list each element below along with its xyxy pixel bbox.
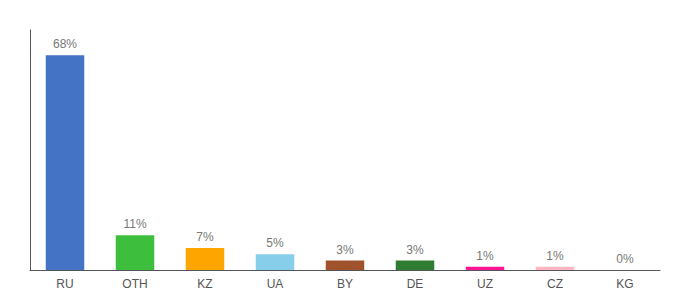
svg-text:UZ: UZ — [477, 277, 493, 291]
svg-text:11%: 11% — [123, 217, 146, 231]
svg-text:UA: UA — [267, 277, 284, 291]
svg-text:CZ: CZ — [547, 277, 563, 291]
svg-text:OTH: OTH — [122, 277, 147, 291]
svg-text:RU: RU — [56, 277, 73, 291]
svg-text:1%: 1% — [546, 249, 564, 263]
svg-text:KG: KG — [616, 277, 633, 291]
svg-text:7%: 7% — [196, 230, 214, 244]
svg-text:3%: 3% — [336, 243, 354, 257]
svg-text:3%: 3% — [406, 243, 424, 257]
svg-text:0%: 0% — [616, 252, 634, 266]
svg-text:BY: BY — [337, 277, 353, 291]
svg-text:1%: 1% — [476, 249, 494, 263]
svg-text:KZ: KZ — [197, 277, 212, 291]
svg-text:5%: 5% — [266, 236, 284, 250]
svg-text:DE: DE — [407, 277, 424, 291]
svg-text:68%: 68% — [53, 37, 77, 51]
